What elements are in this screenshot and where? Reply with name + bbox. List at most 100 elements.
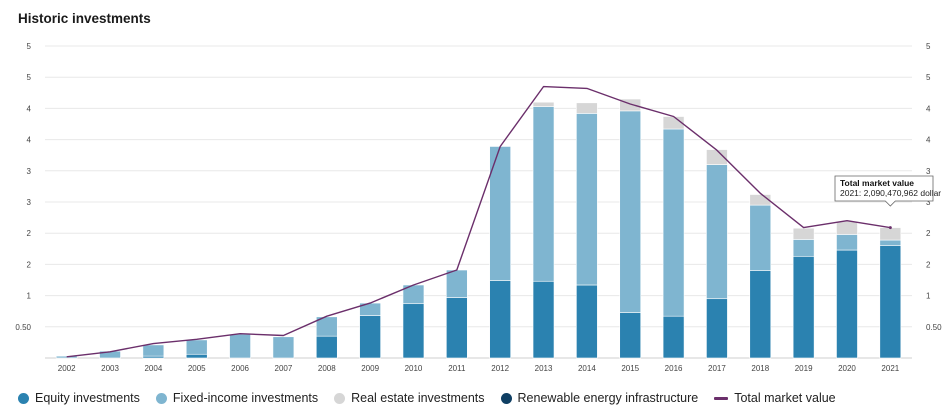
total-line-layer — [66, 85, 891, 358]
y-tick-label-right: 4 — [926, 104, 931, 113]
y-tick-label-right: 1 — [926, 292, 931, 301]
x-tick-label: 2012 — [491, 364, 509, 373]
bar-fixed-income-2013[interactable] — [532, 106, 555, 282]
y-tick-label-left: 5 — [27, 42, 32, 51]
y-tick-label-right: 5 — [926, 42, 931, 51]
legend-swatch-renewable — [500, 392, 512, 404]
y-axis-right: 0.50 1 2 2 3 3 4 4 5 5 — [926, 42, 942, 332]
bar-equity-2017[interactable] — [706, 298, 728, 359]
y-tick-label-right: 3 — [926, 198, 931, 207]
bars-layer — [55, 98, 902, 359]
tooltip-box — [834, 175, 934, 207]
stacked-bar-chart: 0.50 1 2 2 3 3 4 4 5 5 0.50 1 2 2 3 3 4 4 5 5 2002 2003 2004… — [15, 42, 942, 373]
x-tick-label: 2020 — [838, 364, 856, 373]
y-tick-label-left: 1 — [27, 292, 32, 301]
bar-equity-2009[interactable] — [359, 315, 381, 359]
bar-fixed-income-2011[interactable] — [446, 269, 468, 298]
bar-fixed-income-2016[interactable] — [662, 128, 685, 317]
bar-fixed-income-2006[interactable] — [229, 333, 251, 359]
bar-fixed-income-2018[interactable] — [749, 204, 772, 271]
x-tick-label: 2015 — [621, 364, 639, 373]
bar-real-estate-2015[interactable] — [619, 98, 642, 112]
bar-real-estate-2020[interactable] — [836, 221, 858, 235]
bar-fixed-income-2007[interactable] — [272, 336, 295, 359]
bar-equity-2012[interactable] — [489, 280, 511, 359]
y-tick-label-left: 2 — [27, 260, 32, 269]
x-tick-label: 2014 — [578, 364, 596, 373]
bar-equity-2008[interactable] — [315, 335, 338, 359]
bar-equity-2015[interactable] — [619, 312, 642, 359]
tooltip-text: 2021: 2,090,470,962 dollar — [840, 188, 941, 198]
legend-item-real-estate[interactable]: Real estate investments — [334, 391, 485, 405]
legend-label-total-market-value: Total market value — [734, 391, 836, 405]
bar-fixed-income-2014[interactable] — [576, 113, 598, 286]
legend-item-equity[interactable]: Equity investments — [18, 391, 140, 405]
x-tick-label: 2016 — [665, 364, 683, 373]
bar-real-estate-2013[interactable] — [532, 101, 555, 107]
x-tick-label: 2021 — [881, 364, 899, 373]
total-market-value-line[interactable] — [66, 85, 891, 358]
x-tick-label: 2006 — [231, 364, 249, 373]
y-axis-left: 0.50 1 2 2 3 3 4 4 5 5 — [15, 42, 31, 332]
x-tick-label: 2008 — [318, 364, 336, 373]
tooltip-point — [888, 226, 892, 230]
bar-real-estate-2019[interactable] — [792, 227, 815, 240]
x-tick-label: 2010 — [405, 364, 423, 373]
bar-fixed-income-2017[interactable] — [706, 164, 728, 300]
y-tick-label-left: 4 — [27, 104, 32, 113]
legend-swatch-total-line — [714, 396, 729, 400]
bar-real-estate-2014[interactable] — [576, 102, 598, 114]
page-title: Historic investments — [18, 11, 151, 26]
x-axis: 2002 2003 2004 2005 2006 2007 2008 2009 2010 2011… — [58, 364, 900, 373]
bar-equity-2013[interactable] — [532, 280, 555, 359]
bar-equity-2016[interactable] — [662, 315, 685, 359]
bar-fixed-income-2004[interactable] — [142, 344, 165, 357]
x-tick-label: 2017 — [708, 364, 726, 373]
legend-item-renewable[interactable]: Renewable energy infrastructure — [500, 391, 698, 405]
legend-item-fixed-income[interactable]: Fixed-income investments — [155, 391, 319, 405]
y-tick-label-left: 3 — [27, 198, 32, 207]
bar-equity-2005[interactable] — [185, 353, 208, 359]
x-tick-label: 2003 — [101, 364, 119, 373]
bar-equity-2019[interactable] — [792, 255, 815, 359]
bar-fixed-income-2005[interactable] — [185, 339, 208, 355]
y-tick-label-left: 2 — [27, 229, 32, 238]
y-tick-label-right: 0.50 — [926, 323, 942, 332]
x-tick-label: 2002 — [58, 364, 76, 373]
bar-equity-2011[interactable] — [446, 297, 468, 359]
bar-real-estate-2018[interactable] — [749, 194, 772, 206]
bar-fixed-income-2015[interactable] — [619, 110, 642, 313]
bar-fixed-income-2020[interactable] — [836, 234, 858, 251]
legend: Equity investments Fixed-income investme… — [18, 391, 852, 405]
bar-equity-2020[interactable] — [836, 249, 858, 359]
bar-fixed-income-2021[interactable] — [879, 239, 902, 246]
x-tick-label: 2018 — [751, 364, 769, 373]
bar-equity-2021[interactable] — [879, 245, 902, 359]
y-tick-label-right: 5 — [926, 73, 931, 82]
y-tick-label-right: 2 — [926, 229, 931, 238]
y-tick-label-right: 4 — [926, 136, 931, 145]
tooltip-title: Total market value — [840, 178, 914, 188]
y-tick-label-left: 3 — [27, 167, 32, 176]
x-tick-label: 2004 — [144, 364, 162, 373]
y-tick-label-left: 4 — [27, 136, 32, 145]
legend-swatch-equity — [18, 392, 29, 404]
legend-label-fixed-income: Fixed-income investments — [172, 391, 319, 405]
x-tick-label: 2019 — [795, 364, 813, 373]
legend-item-total-market-value[interactable]: Total market value — [714, 391, 836, 405]
grid-layer — [45, 45, 912, 359]
bar-equity-2014[interactable] — [576, 284, 598, 359]
x-tick-label: 2007 — [275, 364, 293, 373]
bar-real-estate-2021[interactable] — [879, 227, 902, 241]
legend-swatch-fixed-income — [155, 392, 167, 404]
y-tick-label-right: 3 — [926, 167, 931, 176]
x-tick-label: 2009 — [361, 364, 379, 373]
bar-equity-2018[interactable] — [749, 270, 772, 359]
x-tick-label: 2011 — [448, 364, 466, 373]
bar-equity-2010[interactable] — [402, 303, 425, 359]
legend-label-equity: Equity investments — [35, 391, 140, 405]
y-tick-label-right: 2 — [926, 260, 931, 269]
bar-fixed-income-2019[interactable] — [792, 239, 815, 257]
legend-label-real-estate: Real estate investments — [351, 391, 485, 405]
